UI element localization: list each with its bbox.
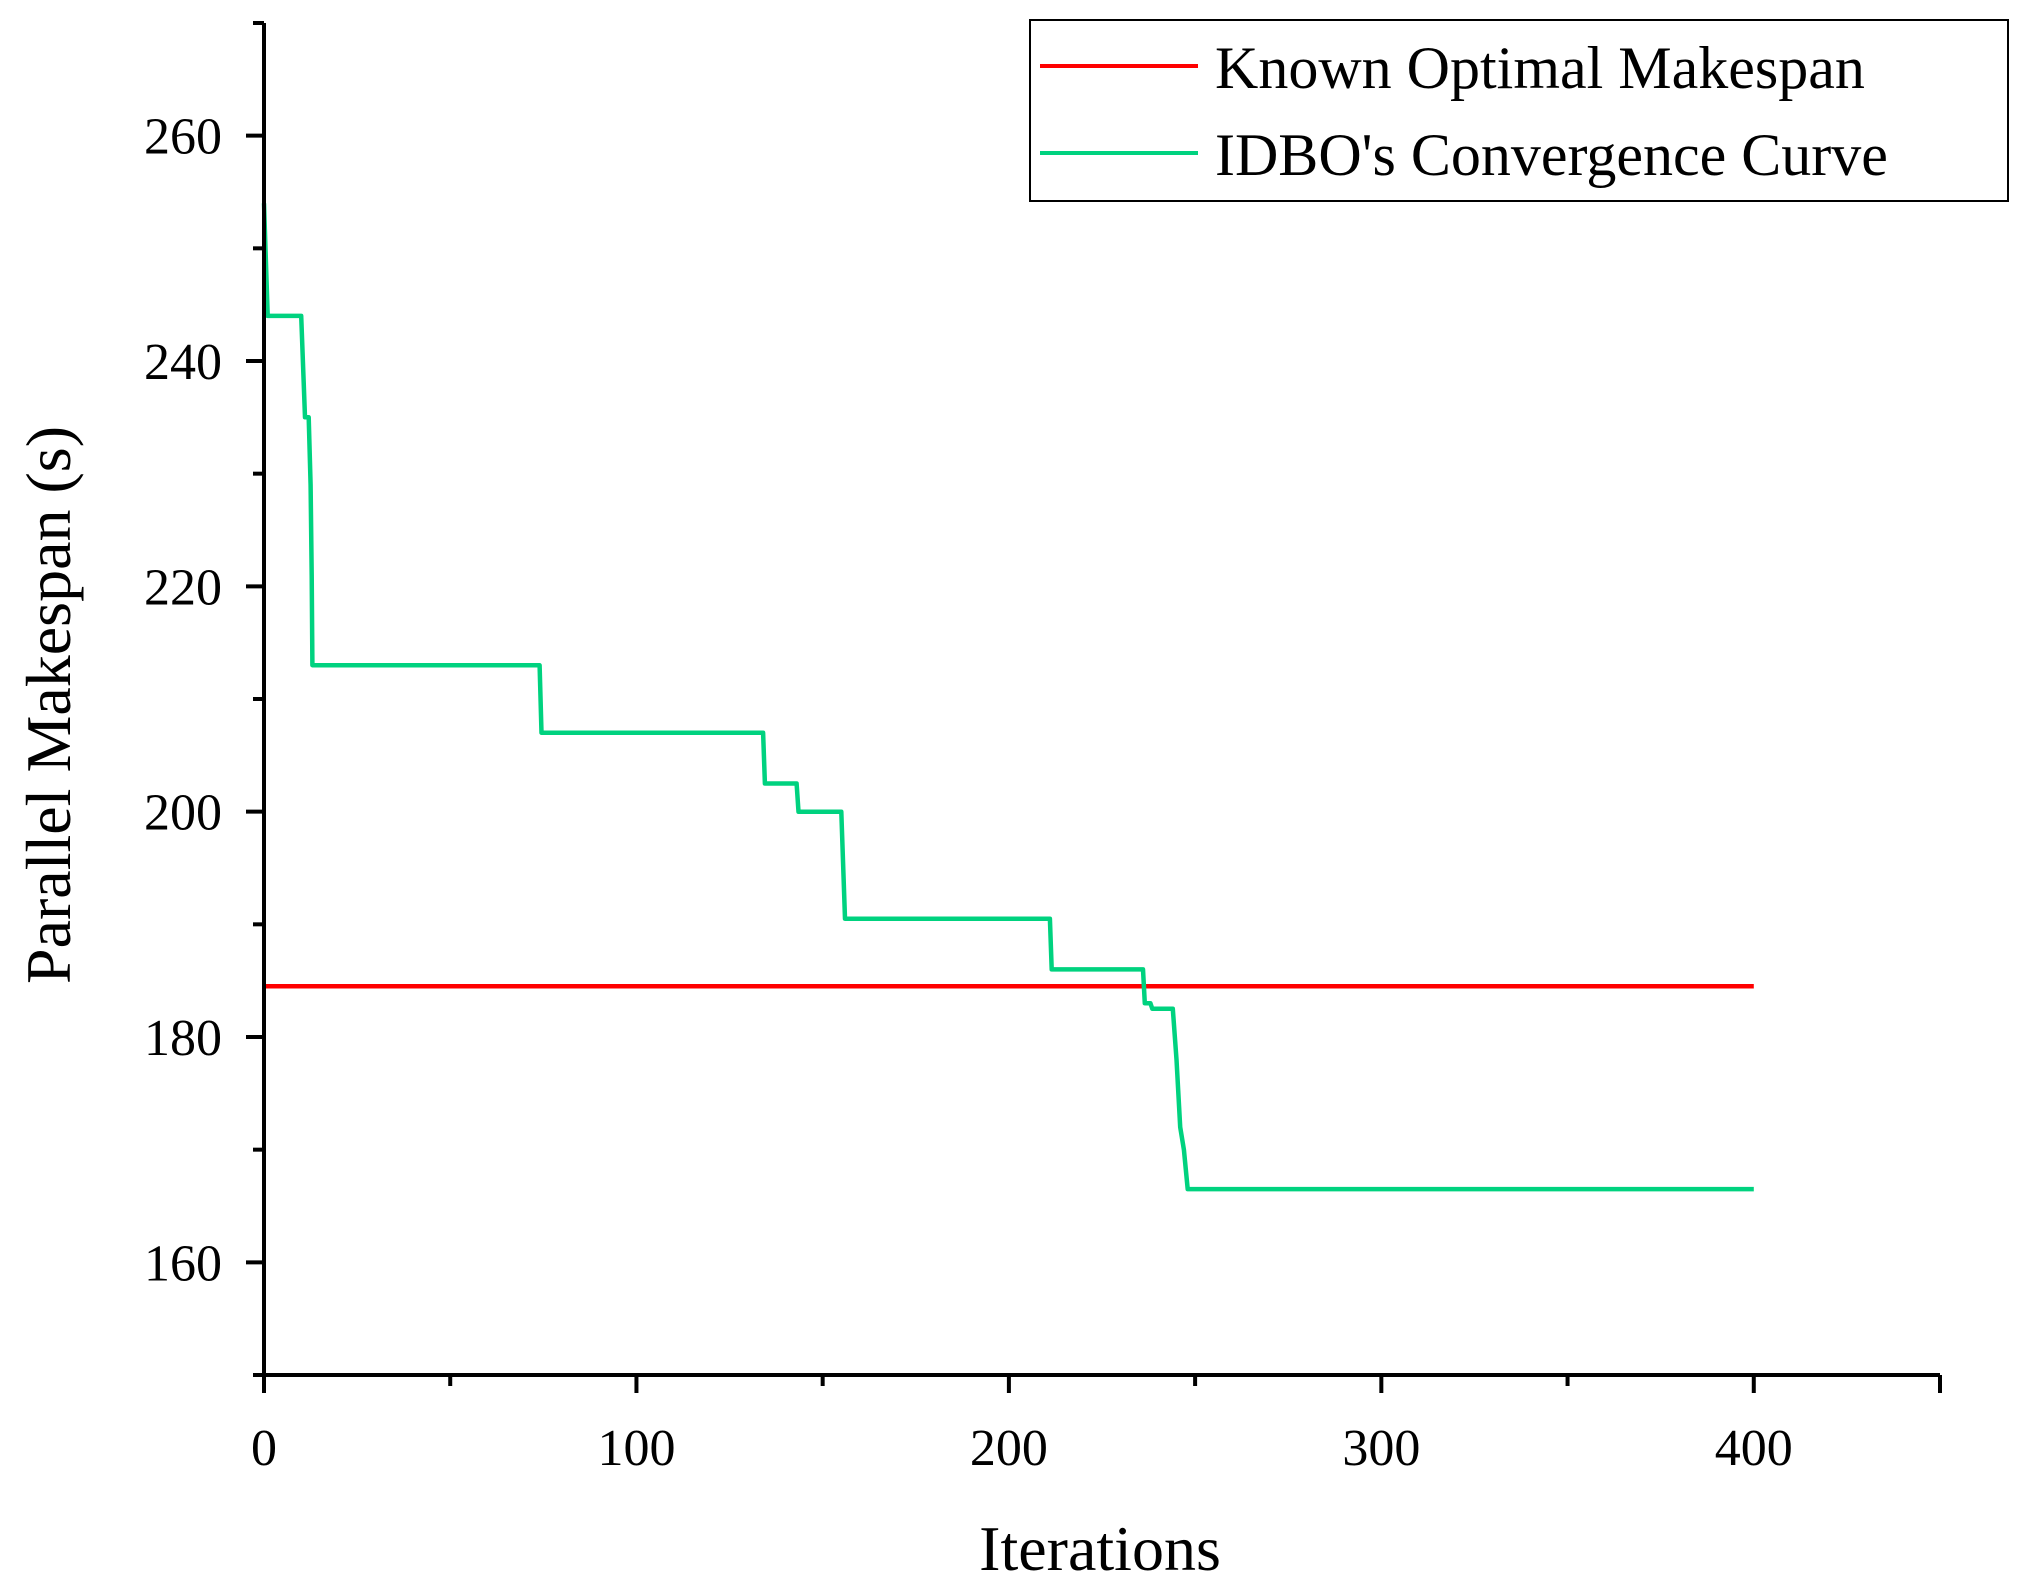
x-ticks: 0 100 200 300 400: [251, 1375, 1942, 1477]
x-tick-label-100: 100: [597, 1420, 675, 1477]
y-tick-label-220: 220: [144, 559, 222, 616]
series-idbo-convergence-curve: [261, 203, 1754, 1192]
y-tick-label-240: 240: [144, 334, 222, 391]
plot-series: [261, 203, 1754, 1192]
x-tick-label-0: 0: [251, 1420, 277, 1477]
x-tick-label-400: 400: [1715, 1420, 1793, 1477]
axes: [262, 23, 1940, 1377]
x-axis-title: Iterations: [979, 1513, 1221, 1584]
y-ticks: 160 180 200 220 240 260: [144, 21, 264, 1377]
y-axis-title: Parallel Makespan (s): [13, 426, 84, 984]
y-tick-label-160: 160: [144, 1235, 222, 1292]
y-tick-label-200: 200: [144, 785, 222, 842]
y-tick-label-180: 180: [144, 1010, 222, 1067]
legend-label-idbo-curve: IDBO's Convergence Curve: [1215, 122, 1888, 188]
legend-label-known-optimal: Known Optimal Makespan: [1215, 35, 1865, 101]
legend: Known Optimal Makespan IDBO's Convergenc…: [1029, 19, 2009, 202]
y-tick-label-260: 260: [144, 109, 222, 166]
x-tick-label-200: 200: [970, 1420, 1048, 1477]
legend-box: [1029, 19, 2009, 202]
x-tick-label-300: 300: [1342, 1420, 1420, 1477]
